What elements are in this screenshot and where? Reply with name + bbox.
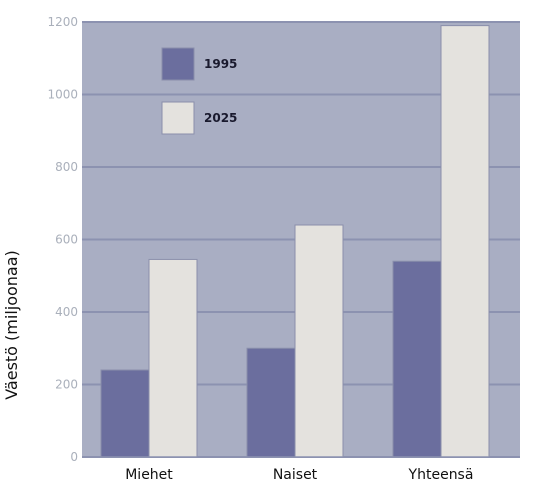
bar-1995-naiset	[246, 347, 296, 458]
y-tick-label: 800	[55, 160, 78, 174]
y-tick-label: 1200	[47, 15, 78, 29]
y-tick-label: 600	[55, 233, 78, 247]
bar-2025-miehet	[148, 258, 198, 458]
y-tick-label: 200	[55, 378, 78, 392]
legend-swatch-2025	[161, 101, 195, 135]
y-axis-label: Väestö (miljoonaa)	[2, 250, 21, 400]
bar-2025-yhteensä	[440, 25, 490, 458]
bar-2025-naiset	[294, 224, 344, 458]
bar-1995-miehet	[100, 369, 150, 458]
bar-1995-yhteensä	[392, 260, 442, 458]
y-tick-label: 1000	[47, 88, 78, 102]
y-tick-label: 0	[70, 450, 78, 464]
legend-swatch-1995	[161, 47, 195, 81]
legend-label-2025: 2025	[204, 111, 237, 125]
x-tick-label: Miehet	[125, 467, 173, 483]
legend-label-1995: 1995	[204, 57, 237, 71]
x-tick-label: Naiset	[273, 467, 318, 483]
x-tick-label: Yhteensä	[408, 467, 474, 483]
y-tick-label: 400	[55, 305, 78, 319]
